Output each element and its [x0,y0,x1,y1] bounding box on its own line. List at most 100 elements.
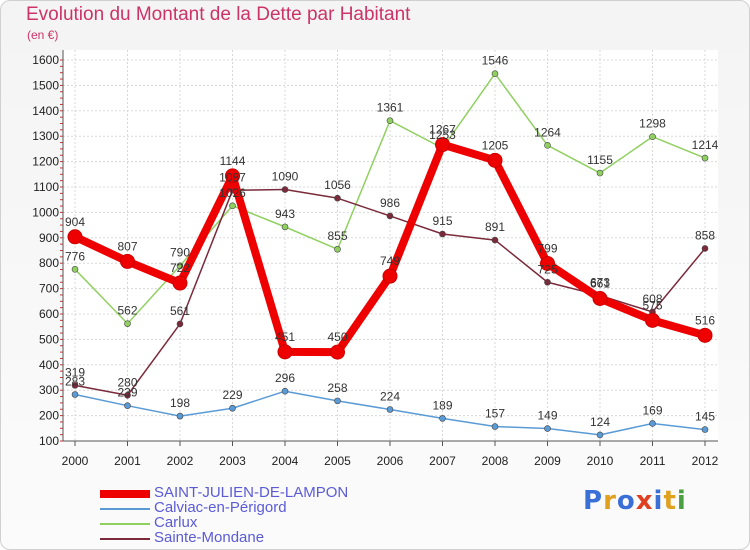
data-point [229,404,236,412]
data-label: 1144 [220,154,246,168]
data-point [225,168,240,184]
data-point [386,117,394,125]
data-label: 296 [275,371,295,385]
x-tick-label: 2001 [114,454,141,468]
legend-label: Calviac-en-Périgord [154,499,287,516]
y-tick-label: 300 [39,383,59,397]
x-tick-label: 2000 [62,454,89,468]
data-point [491,236,499,244]
x-tick-label: 2006 [377,454,404,468]
data-label: 790 [170,246,190,260]
data-label: 1264 [534,125,561,139]
data-point [71,382,79,389]
data-point [176,412,184,420]
data-point [386,406,394,413]
legend-item: Sainte-Mondane [100,529,400,546]
data-point [491,423,499,430]
logo-letter: x [635,486,654,516]
line-chart: 100 200 300 400 500 600 700 800 900 1000 1100 1200 1… [32,50,719,468]
data-point [701,426,709,433]
data-label: 157 [485,407,505,421]
data-point [435,137,450,153]
x-tick-label: 2004 [272,454,299,468]
data-point [67,229,83,245]
data-point [645,312,660,328]
data-point [120,253,135,269]
x-tick-label: 2009 [534,454,561,468]
data-label: 799 [537,241,557,255]
legend-item: Carlux [100,515,400,531]
data-label: 283 [65,375,85,389]
data-label: 516 [695,313,715,327]
data-point [382,268,398,284]
data-point [124,391,131,399]
data-point [701,245,709,252]
chart-title: Evolution du Montant de la Dette par Hab… [26,4,411,25]
data-label: 451 [275,330,295,344]
data-point [649,420,656,427]
data-point [386,212,394,220]
data-point [439,415,446,422]
x-tick-label: 2005 [324,454,351,468]
data-label: 1026 [219,186,246,200]
data-label: 562 [117,304,137,318]
data-point [544,142,551,149]
y-tick-label: 1500 [32,78,59,92]
data-label: 661 [590,277,610,291]
chart-unit-label: (en €) [27,28,59,42]
data-label: 239 [117,386,137,400]
series-lines [67,70,713,439]
data-point [281,186,289,193]
data-label: 1090 [272,170,299,184]
legend-item: Calviac-en-Périgord [100,499,400,516]
logo-letter: r [603,486,617,516]
data-point [596,169,604,177]
data-label: 1253 [429,128,456,142]
legend-label: Sainte-Mondane [154,529,265,546]
data-label: 858 [695,228,715,242]
data-point [596,431,604,439]
data-point [592,291,608,307]
logo-letter: i [676,486,687,516]
data-point [544,278,551,286]
data-label: 608 [642,292,662,306]
x-tick-label: 2003 [219,454,246,468]
x-tick-label: 2011 [640,454,666,468]
data-label: 1361 [377,101,404,115]
data-point [697,327,713,343]
grid [63,50,718,442]
data-point [71,265,79,273]
data-point [124,402,131,409]
data-point [701,154,709,162]
data-label: 986 [380,196,400,210]
legend-swatch [100,490,150,498]
data-label: 943 [275,207,295,221]
data-label: 450 [327,330,347,344]
y-tick-label: 1300 [32,129,59,143]
data-label: 1056 [324,178,351,192]
y-tick-label: 1000 [32,205,59,219]
y-tick-label: 400 [39,358,59,372]
legend-swatch [100,523,150,525]
data-label: 776 [65,249,85,263]
data-label: 1087 [219,170,246,184]
x-tick-label: 2010 [587,454,614,468]
y-tick-label: 600 [39,307,59,321]
data-label: 224 [380,390,400,404]
y-tick-label: 200 [39,409,59,423]
data-label: 169 [642,403,662,417]
legend: SAINT-JULIEN-DE-LAMPON Calviac-en-Périgor… [100,485,400,546]
data-label: 673 [590,275,610,289]
data-label: 198 [170,396,190,410]
data-point [487,152,503,168]
data-point [491,70,499,78]
logo-letter: P [583,486,604,516]
y-tick-label: 1400 [32,104,59,118]
data-point [439,230,446,238]
y-tick-label: 1200 [32,155,59,169]
data-label: 1155 [587,153,613,167]
data-point [176,262,184,270]
data-point [281,387,289,395]
data-label: 145 [695,410,715,424]
axes: 100 200 300 400 500 600 700 800 900 1000 1100 1200 1… [32,50,719,468]
